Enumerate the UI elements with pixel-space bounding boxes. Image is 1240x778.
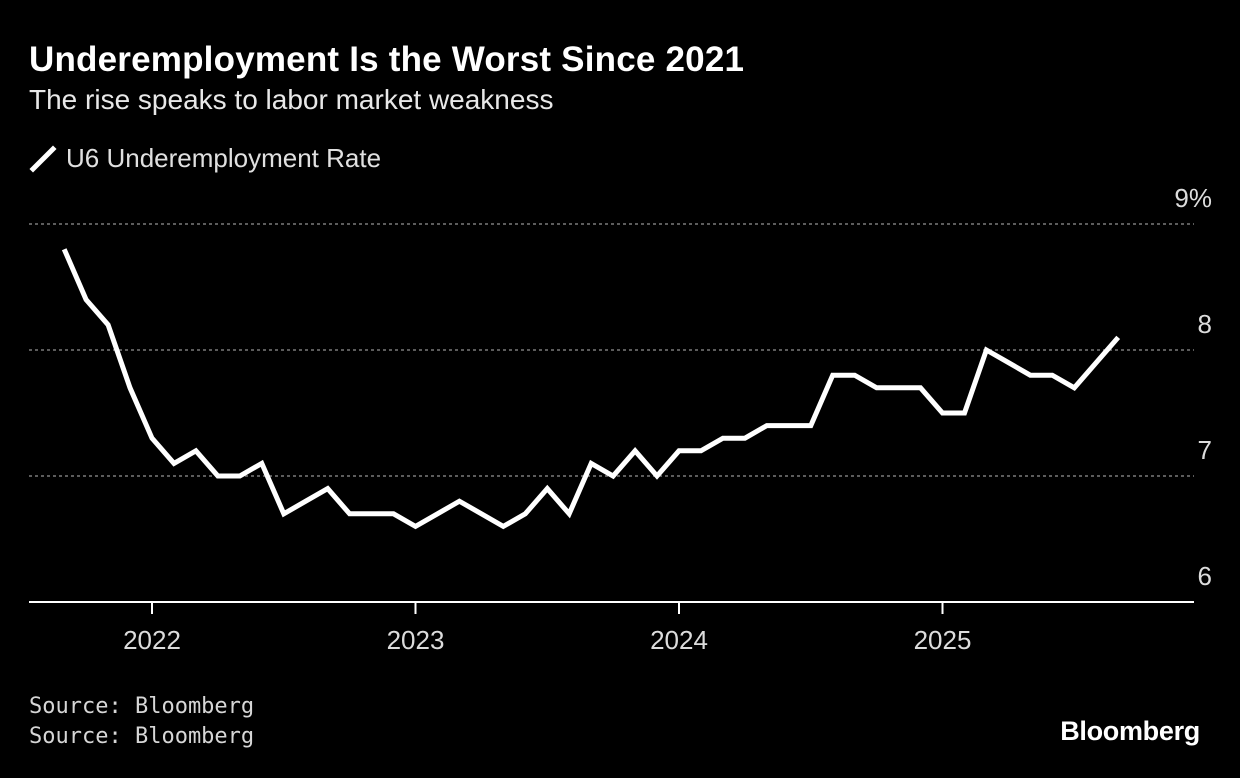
y-tick-label: 8 <box>1198 309 1212 339</box>
y-tick-label: 6 <box>1198 561 1212 591</box>
y-tick-label: 7 <box>1198 435 1212 465</box>
legend-label: U6 Underemployment Rate <box>66 142 382 173</box>
source-note: Source: Bloomberg <box>29 694 255 719</box>
line-swatch-icon <box>29 145 57 173</box>
y-tick-label: 9% <box>1174 183 1212 213</box>
x-tick-label: 2025 <box>914 625 972 655</box>
source-note: Source: Bloomberg <box>29 724 255 749</box>
series-line-u6 <box>61 248 1121 530</box>
x-tick-label: 2023 <box>387 625 445 655</box>
chart-title: Underemployment Is the Worst Since 2021 <box>29 40 745 79</box>
x-tick-label: 2022 <box>123 625 181 655</box>
y-axis: 9% 8 7 6 <box>1174 183 1212 591</box>
legend: U6 Underemployment Rate <box>29 142 381 174</box>
gridlines <box>29 223 1194 477</box>
chart-subtitle: The rise speaks to labor market weakness <box>29 84 554 115</box>
x-tick-label: 2024 <box>650 625 708 655</box>
series-layer <box>61 248 1121 530</box>
x-axis: 2022 2023 2024 2025 <box>29 601 1194 655</box>
bloomberg-logo: Bloomberg <box>1060 716 1200 746</box>
